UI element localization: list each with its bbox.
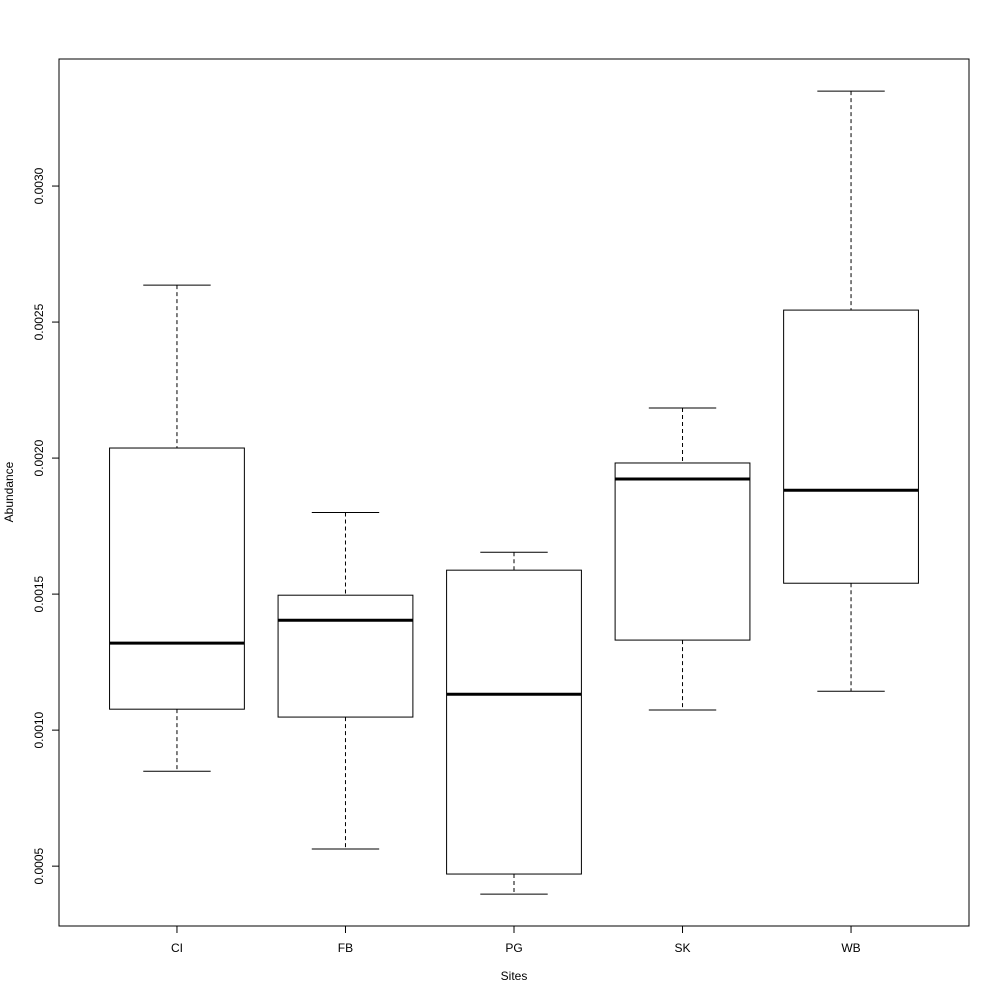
y-tick-label: 0.0015 [32,575,46,612]
x-tick-label: CI [171,941,183,955]
box [446,569,582,875]
box [783,309,919,584]
x-tick-label: FB [338,941,353,955]
y-tick-label: 0.0030 [32,167,46,204]
box [109,447,245,710]
y-axis-title: Abundance [2,461,16,522]
y-tick-label: 0.0005 [32,847,46,884]
x-axis-title: Sites [501,969,528,983]
box [277,594,414,718]
x-tick-label: WB [841,941,860,955]
x-tick-label: SK [675,941,691,955]
box [614,462,751,641]
y-tick-label: 0.0010 [32,711,46,748]
x-tick-label: PG [505,941,522,955]
y-tick-label: 0.0025 [32,303,46,340]
y-tick-label: 0.0020 [32,439,46,476]
